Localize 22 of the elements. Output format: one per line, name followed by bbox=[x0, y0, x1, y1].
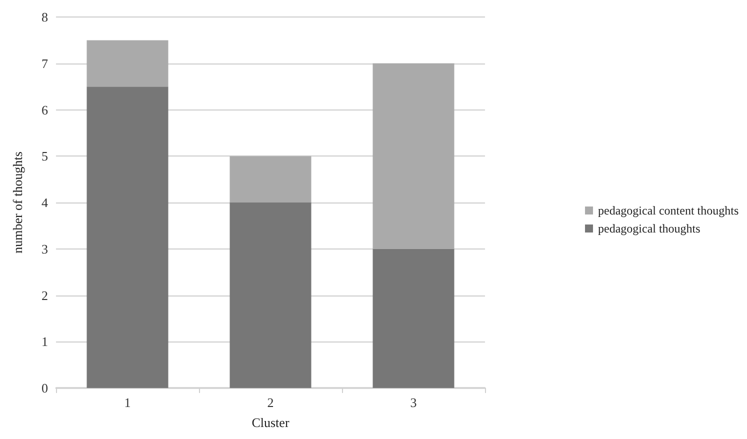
bar bbox=[372, 248, 454, 388]
x-tick-label: 1 bbox=[124, 395, 131, 410]
legend-label: pedagogical thoughts bbox=[598, 222, 701, 236]
legend-label: pedagogical content thoughts bbox=[598, 204, 739, 218]
x-axis-title: Cluster bbox=[252, 415, 290, 430]
y-tick-label: 7 bbox=[42, 56, 48, 71]
y-tick-label: 4 bbox=[42, 195, 48, 210]
y-tick-label: 5 bbox=[42, 148, 48, 164]
bar bbox=[372, 63, 454, 249]
bar bbox=[230, 202, 312, 388]
y-tick-label: 8 bbox=[42, 10, 48, 24]
bar bbox=[86, 40, 168, 87]
y-tick-label: 6 bbox=[42, 102, 48, 118]
x-tick-label: 2 bbox=[267, 395, 274, 410]
y-tick-label: 3 bbox=[42, 241, 48, 256]
bar bbox=[86, 86, 168, 388]
x-tick-label: 3 bbox=[410, 395, 417, 410]
y-tick-label: 2 bbox=[42, 288, 48, 303]
y-axis-title: number of thoughts bbox=[10, 152, 25, 254]
bar bbox=[230, 156, 312, 202]
y-tick-label: 1 bbox=[42, 334, 48, 350]
y-tick-label: 0 bbox=[42, 380, 48, 396]
